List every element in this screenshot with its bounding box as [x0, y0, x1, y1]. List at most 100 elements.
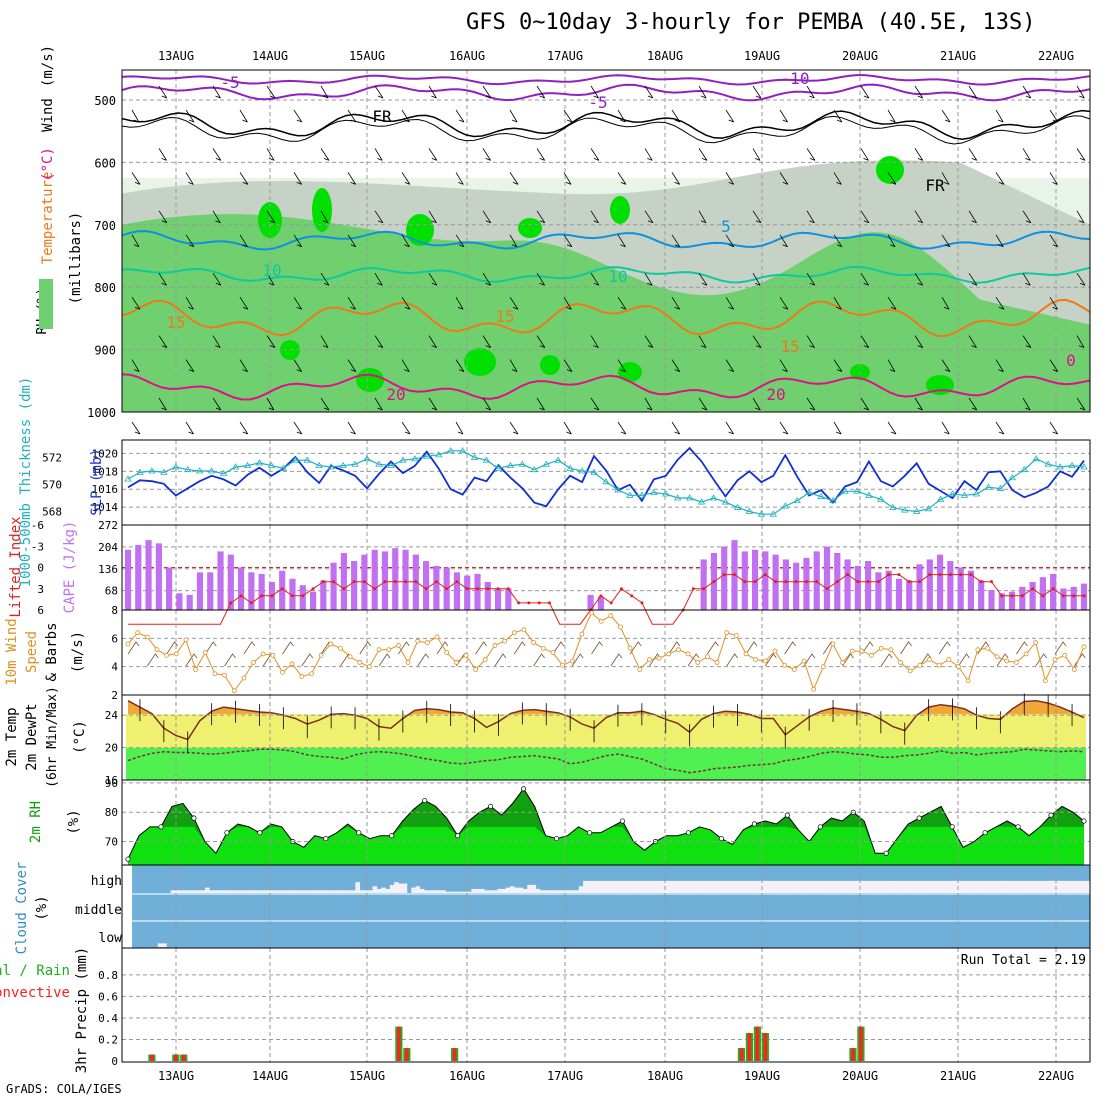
- li-point: [948, 573, 952, 577]
- wind-barb-10m: [146, 653, 159, 667]
- wind-barb-10m: [1035, 653, 1048, 667]
- cape-bar: [176, 593, 183, 610]
- pressure-tick-label: 700: [94, 219, 116, 233]
- cloud-bar-high: [720, 880, 726, 893]
- wind-barb: [347, 234, 357, 248]
- cloud-bar-high: [621, 880, 627, 893]
- wind-speed-point: [531, 640, 536, 645]
- wind-barb: [725, 296, 735, 310]
- wind-barb: [1049, 421, 1059, 435]
- wind-barb-10m: [880, 653, 893, 667]
- cloud-bar-high: [694, 880, 700, 893]
- cloud-bar-high: [918, 880, 923, 893]
- wind-barb: [131, 359, 140, 372]
- wind-barb: [563, 234, 573, 248]
- precip-convective-bar: [851, 1048, 855, 1061]
- wind-barb: [914, 397, 923, 411]
- precip-convective-bar: [150, 1054, 154, 1061]
- rh2m-point: [257, 830, 263, 836]
- wind-barb-10m: [958, 653, 970, 667]
- cloud-bar-high: [329, 890, 335, 893]
- upper-air-frame: [121, 69, 1091, 413]
- cloud-bar-high: [634, 880, 640, 893]
- thickness-point: [1008, 474, 1017, 481]
- wind-speed-point: [965, 678, 971, 684]
- wind-barb: [455, 109, 465, 123]
- contour-label: 20: [386, 385, 405, 404]
- cloud-bar-high: [888, 880, 893, 893]
- wind-barb: [779, 421, 789, 435]
- wind-barb: [590, 335, 599, 348]
- cape-bar: [700, 559, 707, 610]
- wind-speed-point: [193, 667, 198, 672]
- contour-label: FR: [372, 107, 392, 126]
- wind-barb: [185, 109, 195, 123]
- thickness-point: [184, 465, 192, 473]
- cloud-bar-high: [174, 890, 180, 893]
- wind-barb: [158, 85, 168, 99]
- cape-bar: [474, 573, 481, 610]
- wind-speed-point: [1052, 657, 1058, 662]
- cloud-bar-high: [729, 880, 734, 893]
- li-point: [609, 601, 613, 605]
- wind-barb: [995, 359, 1004, 372]
- cloud-bar-high: [170, 890, 176, 893]
- li-point: [1031, 587, 1035, 591]
- wind-barb: [617, 296, 627, 310]
- thickness-point: [912, 507, 921, 514]
- date-label-top: 13AUG: [158, 49, 194, 63]
- wind-barb: [131, 296, 141, 310]
- temperature-band-fill: [126, 714, 1086, 748]
- cape-bar: [423, 561, 430, 610]
- wind-barb: [374, 397, 383, 411]
- wind-barb-10m: [475, 641, 487, 655]
- thickness-point: [351, 460, 359, 467]
- rh2m-point: [125, 856, 131, 862]
- cloud-background: [132, 865, 1090, 948]
- cloud-bar-high: [608, 880, 614, 893]
- li-point: [794, 580, 798, 584]
- cloud-bar-high: [845, 880, 850, 893]
- cloud-bar-high: [269, 890, 275, 893]
- wind-barb: [239, 359, 248, 372]
- thickness-point: [363, 455, 371, 462]
- cloud-bar-high: [587, 880, 592, 893]
- cloud-bar-high: [462, 891, 468, 893]
- li-point: [691, 587, 695, 591]
- rh2m-point: [619, 818, 626, 824]
- precip-tick-label: 0.2: [98, 1033, 118, 1046]
- cloud-bar-high: [1008, 880, 1013, 893]
- thickness-point: [626, 491, 634, 498]
- wind-barb: [509, 296, 519, 310]
- cloud-bar-high: [673, 880, 678, 893]
- thickness-point: [650, 488, 658, 496]
- cape-bar: [258, 573, 265, 610]
- cloud-bar-low: [162, 943, 167, 947]
- rh-label-swatch: [39, 279, 53, 329]
- wind-barb: [266, 85, 276, 99]
- cloud-bar-high: [905, 880, 910, 893]
- cloud-bar-high: [716, 880, 721, 893]
- thickness-point: [303, 456, 311, 463]
- thickness-point: [219, 469, 228, 477]
- li-point: [640, 601, 644, 605]
- cloud-bar-high: [321, 890, 326, 893]
- li-point: [249, 601, 253, 605]
- contour-label: FR: [925, 176, 945, 195]
- wind-barb: [860, 210, 870, 224]
- wind-speed-point: [782, 662, 788, 668]
- rh2m-point: [389, 833, 395, 839]
- rh2m-axis-label: 2m RH: [28, 801, 44, 843]
- date-label-bottom: 22AUG: [1038, 1069, 1074, 1083]
- thickness-axis-label: 1000-500mb Thickness (dm): [18, 377, 34, 588]
- thickness-point: [470, 453, 479, 460]
- wind-barb: [968, 335, 977, 348]
- cloud-bar-high: [651, 880, 657, 893]
- rh2m-point: [455, 833, 461, 839]
- rh2m-point: [1015, 824, 1021, 830]
- contour-label: 15: [780, 337, 799, 356]
- cape-bar: [433, 565, 440, 610]
- temperature-line: [127, 699, 1085, 741]
- wind-speed-point: [946, 657, 952, 662]
- wind-barb: [698, 148, 708, 161]
